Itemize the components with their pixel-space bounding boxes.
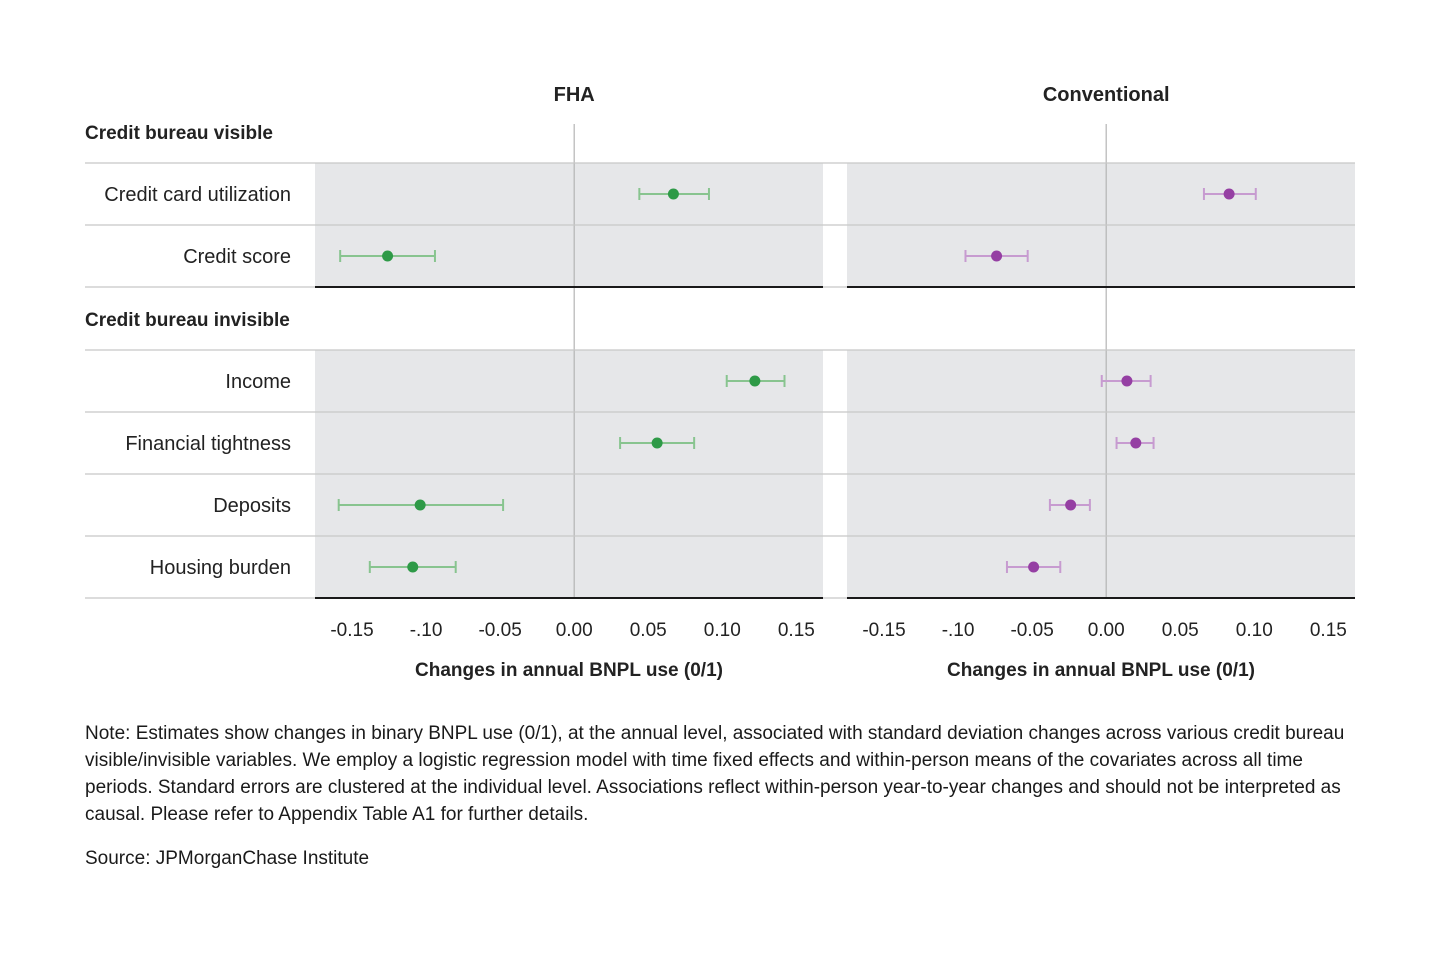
x-tick-label-conventional: -0.15	[862, 620, 905, 641]
x-tick-label-fha: 0.00	[556, 620, 593, 641]
x-tick-label-fha: -.10	[410, 620, 443, 641]
x-tick-label-fha: 0.10	[704, 620, 741, 641]
x-tick-label-fha: -0.15	[330, 620, 373, 641]
group-label-credit-bureau-visible: Credit bureau visible	[85, 123, 273, 144]
panel-title-conventional: Conventional	[1043, 84, 1170, 106]
estimate-marks	[337, 188, 1257, 573]
x-tick-label-fha: -0.05	[478, 620, 521, 641]
point-fha-credit-card-utilization	[667, 188, 679, 200]
forest-plot: FHA Conventional Credit bureau visible Cred…	[85, 84, 1355, 681]
point-conventional-deposits	[1065, 499, 1077, 511]
point-conventional-income	[1121, 375, 1133, 387]
x-tick-label-fha: 0.05	[630, 620, 667, 641]
point-fha-financial-tightness	[651, 437, 663, 449]
row-label-credit-score: Credit score	[183, 246, 291, 268]
chart-labels: FHA Conventional Credit bureau visible Cred…	[85, 84, 1347, 681]
x-tick-label-conventional: -0.05	[1010, 620, 1053, 641]
dividers	[85, 124, 1355, 599]
row-label-income: Income	[225, 371, 291, 393]
x-tick-label-conventional: -.10	[942, 620, 975, 641]
point-conventional-housing-burden	[1028, 561, 1040, 573]
point-fha-credit-score	[382, 250, 394, 262]
group-label-credit-bureau-invisible: Credit bureau invisible	[85, 310, 290, 331]
x-tick-label-conventional: 0.05	[1162, 620, 1199, 641]
panel-backgrounds	[315, 163, 1355, 598]
point-conventional-credit-card-utilization	[1223, 188, 1235, 200]
x-tick-label-fha: 0.15	[778, 620, 815, 641]
point-fha-housing-burden	[407, 561, 419, 573]
point-fha-income	[749, 375, 761, 387]
point-fha-deposits	[414, 499, 426, 511]
point-conventional-credit-score	[991, 250, 1003, 262]
x-axis-title-conventional: Changes in annual BNPL use (0/1)	[947, 660, 1255, 681]
x-tick-label-conventional: 0.00	[1088, 620, 1125, 641]
chart-note: Note: Estimates show changes in binary B…	[85, 723, 1345, 825]
x-tick-label-conventional: 0.10	[1236, 620, 1273, 641]
x-axis-title-fha: Changes in annual BNPL use (0/1)	[415, 660, 723, 681]
chart-source: Source: JPMorganChase Institute	[85, 848, 370, 869]
row-label-housing-burden: Housing burden	[150, 557, 291, 579]
row-label-credit-card-utilization: Credit card utilization	[104, 184, 291, 206]
point-conventional-financial-tightness	[1130, 437, 1142, 449]
panel-title-fha: FHA	[554, 84, 595, 106]
row-label-deposits: Deposits	[213, 495, 291, 517]
x-tick-label-conventional: 0.15	[1310, 620, 1347, 641]
row-label-financial-tightness: Financial tightness	[125, 433, 291, 455]
